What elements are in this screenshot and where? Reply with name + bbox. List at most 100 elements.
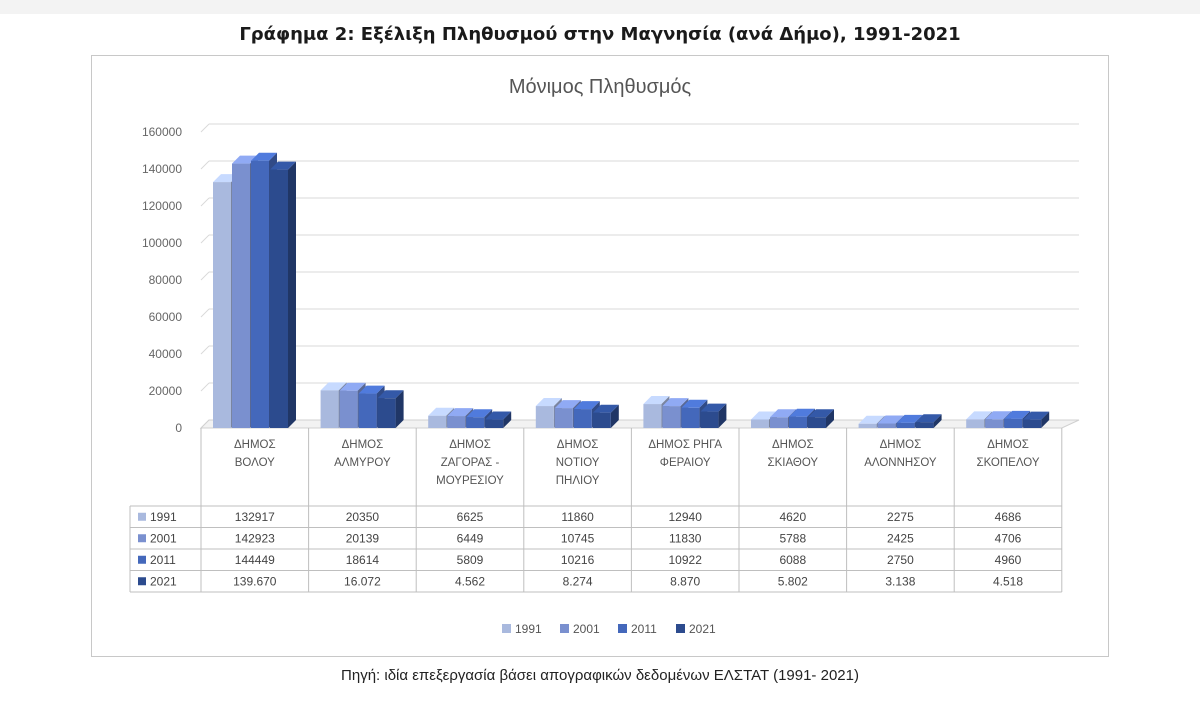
legend-key (560, 624, 569, 633)
bar-top (700, 403, 727, 412)
bar-top (1023, 411, 1050, 420)
table-data-label: 5809 (457, 553, 484, 567)
table-data-label: 4.518 (993, 574, 1023, 588)
bar (213, 182, 231, 428)
bar-side (503, 411, 512, 428)
bar-top (573, 401, 600, 410)
x-category-label: ΔΗΜΟΣ (342, 439, 384, 451)
bar-top (985, 411, 1012, 420)
gridline-side (200, 197, 210, 207)
bar-top (251, 152, 277, 161)
x-category-label: ΔΗΜΟΣ (987, 439, 1029, 451)
table-data-label: 10922 (669, 553, 703, 567)
table-data-label: 10216 (561, 553, 595, 567)
legend-label: 2021 (689, 622, 716, 636)
bar (573, 409, 592, 428)
x-category-label: ΦΕΡΑΙΟΥ (660, 457, 711, 469)
table-legend-key (138, 577, 146, 586)
table-data-label: 4960 (995, 553, 1022, 567)
table-series-name: 2001 (150, 531, 177, 545)
y-tick-label: 40000 (149, 347, 183, 361)
top-strip (0, 0, 1200, 14)
y-tick-label: 80000 (149, 273, 183, 287)
table-data-label: 20350 (346, 510, 380, 524)
x-category-label: ΔΗΜΟΣ (880, 439, 922, 451)
legend-label: 2001 (573, 622, 600, 636)
x-category-label: ΔΗΜΟΣ (557, 439, 599, 451)
bar (770, 417, 788, 428)
bar-top (915, 414, 942, 423)
bar-top (535, 398, 562, 407)
bar (447, 416, 466, 428)
source-caption: Πηγή: ιδία επεξεργασία βάσει απογραφικών… (341, 667, 859, 684)
bar-side (1041, 411, 1050, 428)
bar-side (933, 414, 942, 428)
bar-side (395, 390, 404, 428)
bar (858, 423, 877, 428)
bar (681, 407, 700, 428)
x-category-label: ΣΚΙΑΘΟΥ (768, 457, 819, 469)
bar (466, 417, 485, 428)
table-legend-key (138, 555, 146, 564)
table-data-label: 132917 (235, 510, 275, 524)
legend-label: 1991 (515, 622, 542, 636)
y-tick-label: 60000 (149, 310, 183, 324)
bar (320, 390, 339, 428)
bar-top (643, 396, 670, 405)
bar-top (428, 407, 455, 416)
table-data-label: 11830 (669, 531, 702, 545)
gridline-side (200, 234, 210, 244)
x-category-label: ΜΟΥΡΕΣΙΟΥ (436, 475, 504, 487)
bar-top (770, 409, 796, 418)
table-data-label: 6625 (457, 510, 484, 524)
bar (877, 423, 896, 428)
bar-side (288, 161, 296, 428)
bar (1004, 418, 1023, 428)
bar (966, 419, 985, 428)
x-category-label: ΔΗΜΟΣ (234, 439, 276, 451)
table-data-label: 16.072 (344, 574, 381, 588)
table-data-label: 4706 (995, 531, 1022, 545)
bar (377, 398, 396, 428)
figure-title: Γράφημα 2: Εξέλιξη Πληθυσμού στην Μαγνησ… (239, 24, 961, 45)
bar (915, 422, 934, 428)
x-category-label: ΠΗΛΙΟΥ (556, 475, 600, 487)
bar (751, 419, 769, 428)
bar-top (447, 408, 474, 417)
gridline-side (200, 382, 210, 392)
x-category-label: ΑΛΜΥΡΟΥ (334, 457, 391, 469)
bar-top (554, 400, 581, 409)
table-data-label: 139.670 (233, 574, 277, 588)
gridline-side (200, 160, 210, 170)
bar (428, 415, 447, 428)
bar (789, 416, 807, 428)
bar-side (718, 403, 727, 428)
bar (592, 412, 611, 428)
bar (1023, 419, 1042, 428)
table-data-label: 5.802 (778, 574, 808, 588)
chart-container: Μόνιμος Πληθυσμός 0 20000 40000 60000 80000 1… (91, 55, 1109, 657)
table-series-name: 2011 (150, 553, 176, 567)
chart-svg: 0 20000 40000 60000 80000 100000 120000 140000 1… (129, 123, 1080, 636)
bar (985, 419, 1004, 428)
table-data-label: 12940 (669, 510, 703, 524)
bar-top (339, 382, 366, 391)
y-tick-label: 140000 (142, 162, 182, 176)
bar (251, 160, 269, 428)
bar-top (877, 415, 904, 424)
bar (808, 417, 826, 428)
y-tick-label: 100000 (142, 236, 182, 250)
bar-top (592, 404, 619, 413)
bar-top (377, 390, 404, 399)
x-category-label: ΝΟΤΙΟΥ (556, 457, 600, 469)
bar (535, 406, 554, 428)
table-data-label: 10745 (561, 531, 595, 545)
table-data-label: 142923 (235, 531, 275, 545)
table-series-name: 1991 (150, 510, 177, 524)
bar-top (270, 161, 296, 170)
bar-top (320, 382, 347, 391)
y-tick-label: 0 (175, 421, 182, 435)
table-data-label: 6088 (779, 553, 806, 567)
legend-key (676, 624, 685, 633)
bar (700, 411, 719, 428)
